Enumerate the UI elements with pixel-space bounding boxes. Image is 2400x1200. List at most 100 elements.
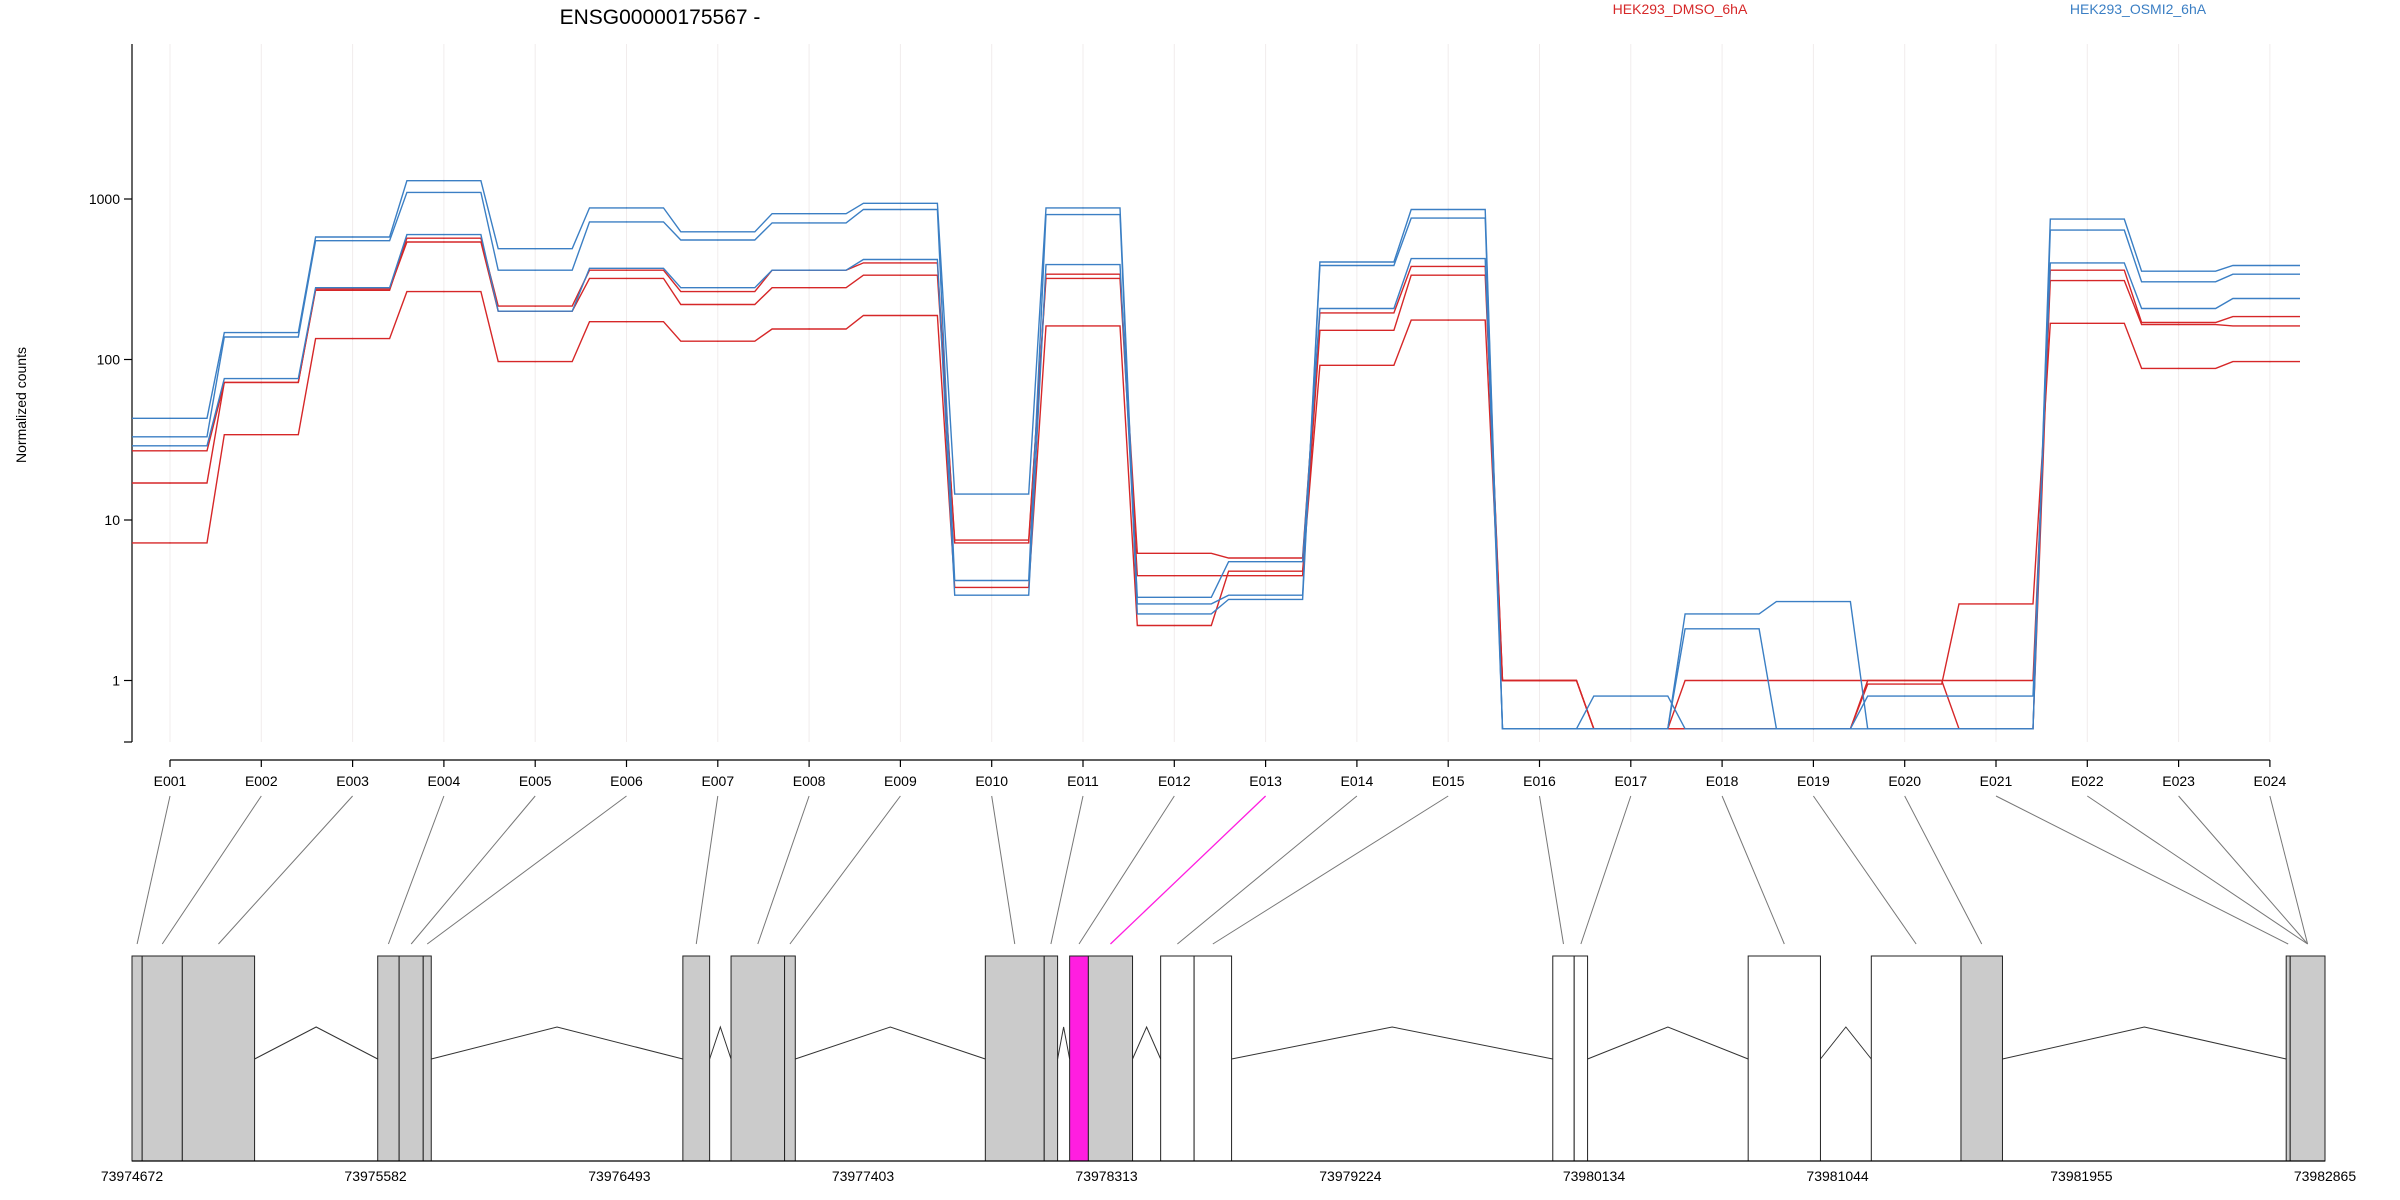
exon-tick-label: E001 [154,773,187,789]
data-point-E024 [2269,360,2271,363]
chart-title: ENSG00000175567 - [560,6,761,29]
data-point-E020 [1903,683,1906,685]
data-point-E005 [534,360,536,363]
exon-region-E010 [984,955,1045,1162]
grid-lines [169,44,2271,742]
genomic-position-label: 73974672 [101,1168,164,1184]
exon-tick-label: E002 [245,773,278,789]
connector-E021 [1995,795,2289,945]
data-point-E019 [1812,679,1815,682]
data-point-E023 [2177,323,2180,326]
intron-line [1820,1026,1872,1060]
exon-region-E018 [1747,955,1821,1162]
data-point-E021 [1995,695,1997,697]
data-point-E012 [1173,613,1176,615]
connector-E020 [1904,795,1983,945]
data-point-E023 [2177,367,2180,370]
data-point-E002 [260,331,263,334]
data-point-E006 [625,267,628,270]
data-point-E024 [2269,325,2271,327]
connector-E003 [218,795,353,945]
exon-tick-label: E010 [975,773,1008,789]
data-point-E014 [1356,264,1358,267]
data-point-E022 [2086,262,2089,264]
data-point-E015 [1447,319,1449,321]
data-point-E004 [443,179,445,182]
exon-region-E022 [2289,955,2326,1162]
data-point-E011 [1082,325,1084,327]
data-point-E004 [443,290,445,293]
exon-region-E007 [682,955,711,1162]
exon-tick-label: E013 [1249,773,1282,789]
data-point-E009 [899,258,902,261]
exon-region-E004 [377,955,400,1162]
data-point-E006 [625,207,628,209]
data-point-E009 [899,262,902,264]
y-tick-label: 1000 [89,191,120,207]
connector-E010 [991,795,1016,945]
data-point-E015 [1447,217,1449,219]
data-point-E021 [1995,728,1997,730]
data-point-E024 [2269,264,2271,267]
data-point-E006 [625,320,628,323]
data-point-E003 [351,337,354,340]
legend-osmi2: HEK293_OSMI2_6hA [2070,1,2207,17]
data-point-E015 [1447,265,1449,268]
genomic-position-label: 73981044 [1806,1168,1869,1184]
data-point-E006 [625,221,628,223]
exon-region-E008 [730,955,786,1162]
data-point-E018 [1721,627,1723,630]
exon-axis: E001 E002 E003 E004 E005 E006 E007 E008 E009 E010… [154,759,2286,789]
data-point-E005 [534,305,536,307]
data-point-E007 [717,286,719,289]
data-point-E022 [2086,322,2089,325]
connector-E024 [2269,795,2309,945]
connector-E015 [1212,795,1449,945]
connector-E014 [1177,795,1358,945]
genomic-position-label: 73982865 [2294,1168,2357,1184]
data-point-E003 [351,239,354,242]
data-point-E014 [1356,329,1358,332]
data-point-E020 [1903,695,1906,697]
data-point-E017 [1630,728,1632,730]
data-point-E020 [1903,679,1906,682]
data-point-E005 [534,269,536,272]
exon-tick-label: E009 [884,773,917,789]
gene-model [131,955,2326,1162]
data-point-E013 [1264,594,1267,596]
connector-E013 [1110,795,1267,945]
data-point-E008 [808,269,810,272]
data-point-E013 [1264,598,1267,601]
data-point-E008 [808,222,810,224]
data-point-E002 [260,433,263,436]
legend-dmso: HEK293_DMSO_6hA [1613,1,1748,17]
data-point-E014 [1356,364,1358,367]
data-point-E005 [534,310,536,312]
data-point-E011 [1082,207,1084,209]
data-point-E023 [2177,280,2180,283]
connector-E017 [1580,795,1632,945]
exon-connectors [136,795,2309,945]
data-point-E001 [169,449,171,452]
exon-tick-label: E015 [1432,773,1465,789]
data-point-E018 [1721,728,1723,730]
intron-line [1132,1025,1162,1060]
data-point-E012 [1173,552,1176,555]
exon-region-E016 [1552,955,1575,1162]
data-point-E007 [717,340,719,343]
data-point-E003 [351,286,354,289]
data-point-E010 [990,539,993,541]
intron-line [431,1026,683,1060]
data-point-E015 [1447,274,1449,277]
connector-E005 [410,795,536,945]
data-point-E011 [1082,213,1084,216]
genomic-position-label: 73977403 [832,1168,895,1184]
connector-E019 [1812,795,1917,945]
data-point-E001 [169,542,171,544]
intron-line [709,1025,732,1060]
exon-region-E005 [398,955,424,1162]
genomic-position-label: 73980134 [1563,1168,1626,1184]
data-point-E004 [443,237,445,239]
data-point-E013 [1264,570,1267,572]
exon-region-E019 [1870,955,1962,1162]
